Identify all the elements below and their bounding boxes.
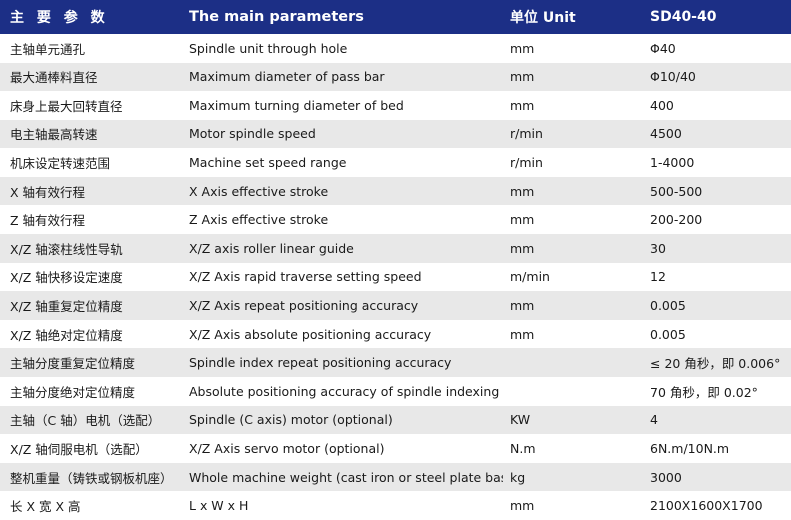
param-name-cn: X/Z 轴滚柱线性导轨 [10,241,123,257]
header-en: The main parameters [189,8,364,25]
param-value: 4 [650,412,658,428]
param-name-cn: X 轴有效行程 [10,184,86,200]
param-unit: N.m [510,441,536,457]
table-body: 主轴单元通孔 Spindle unit through hole mm Φ40 最大通棒… [0,33,791,520]
param-name-en: X/Z Axis servo motor (optional) [189,441,385,457]
table-header: 主 要 参 数 The main parameters 单位 Unit SD40… [0,0,791,34]
param-name-cn: X/Z 轴绝对定位精度 [10,327,123,343]
param-name-cn: 电主轴最高转速 [10,127,98,143]
table-row: 主轴分度重复定位精度 Spindle index repeat positioni… [0,348,791,378]
param-unit: r/min [510,155,543,171]
param-name-cn: 主轴分度重复定位精度 [10,356,136,372]
param-name-cn: Z 轴有效行程 [10,213,86,229]
table-row: 最大通棒料直径 Maximum diameter of pass bar mm Φ10… [0,62,791,92]
param-value: ≤ 20 角秒，即 0.006° [650,356,781,372]
table-row: X/Z 轴快移设定速度 X/Z Axis rapid traverse setti… [0,262,791,292]
param-unit: mm [510,97,535,113]
table-row: 床身上最大回转直径 Maximum turning diameter of bed… [0,91,791,120]
param-name-en: Spindle index repeat positioning accurac… [189,355,452,371]
param-name-en: Motor spindle speed [189,126,316,142]
param-name-en: X Axis effective stroke [189,183,329,199]
param-value: 2100X1600X1700 [650,498,763,514]
table-row: X/Z 轴滚柱线性导轨 X/Z axis roller linear guide m… [0,234,791,263]
param-unit: mm [510,326,535,342]
param-unit: mm [510,212,535,228]
param-name-cn: 主轴（C 轴）电机（选配） [10,413,161,429]
param-unit: mm [510,240,535,256]
param-unit: mm [510,498,535,514]
header-unit: 单位 Unit [510,9,576,26]
param-name-cn: 床身上最大回转直径 [10,98,123,114]
param-name-en: Maximum diameter of pass bar [189,69,385,85]
param-value: 1-4000 [650,155,695,171]
table-row: X/Z 轴伺服电机（选配） X/Z Axis servo motor (optio… [0,434,791,463]
param-name-cn: X/Z 轴重复定位精度 [10,299,123,315]
table-row: X/Z 轴绝对定位精度 X/Z Axis absolute positioning… [0,319,791,349]
param-value: 0.005 [650,298,686,314]
param-value: 0.005 [650,326,686,342]
table-row: 主轴（C 轴）电机（选配） Spindle (C axis) motor (opt… [0,405,791,435]
param-name-en: L x W x H [189,498,249,514]
param-unit: mm [510,40,535,56]
param-value: 70 角秒，即 0.02° [650,384,758,400]
param-name-cn: 主轴单元通孔 [10,41,86,57]
param-unit: m/min [510,269,550,285]
table-row: X/Z 轴重复定位精度 X/Z Axis repeat positioning a… [0,291,791,320]
param-name-cn: 机床设定转速范围 [10,156,111,172]
param-name-en: Spindle unit through hole [189,40,348,56]
param-name-en: Absolute positioning accuracy of spindle… [189,383,500,399]
table-row: 长 X 宽 X 高 L x W x H mm 2100X1600X1700 [0,491,791,520]
header-model: SD40-40 [650,8,717,25]
table-row: 电主轴最高转速 Motor spindle speed r/min 4500 [0,119,791,149]
table-row: 主轴分度绝对定位精度 Absolute positioning accuracy … [0,377,791,406]
table-row: 主轴单元通孔 Spindle unit through hole mm Φ40 [0,33,791,63]
param-unit: r/min [510,126,543,142]
param-value: 6N.m/10N.m [650,441,730,457]
param-name-en: Z Axis effective stroke [189,212,329,228]
table-row: Z 轴有效行程 Z Axis effective stroke mm 200-200 [0,205,791,235]
param-unit: KW [510,412,531,428]
param-name-en: Spindle (C axis) motor (optional) [189,412,393,428]
param-value: 500-500 [650,183,703,199]
param-value: Φ10/40 [650,69,696,85]
param-value: 12 [650,269,666,285]
param-name-en: X/Z Axis rapid traverse setting speed [189,269,422,285]
param-unit: mm [510,183,535,199]
param-value: 30 [650,240,666,256]
header-cn: 主 要 参 数 [10,9,109,26]
param-value: 400 [650,97,674,113]
param-name-en: X/Z axis roller linear guide [189,240,354,256]
param-name-en: X/Z Axis repeat positioning accuracy [189,298,419,314]
param-value: 4500 [650,126,682,142]
param-name-en: Whole machine weight (cast iron or steel… [189,469,503,485]
param-name-en: Machine set speed range [189,155,347,171]
param-value: 3000 [650,469,682,485]
param-name-cn: 最大通棒料直径 [10,70,98,86]
param-unit: mm [510,298,535,314]
param-name-en: X/Z Axis absolute positioning accuracy [189,326,432,342]
param-name-cn: X/Z 轴快移设定速度 [10,270,123,286]
param-unit: mm [510,69,535,85]
param-name-cn: 长 X 宽 X 高 [10,499,81,515]
table-row: 机床设定转速范围 Machine set speed range r/min 1-40… [0,148,791,177]
param-unit: kg [510,469,526,485]
param-name-cn: 整机重量（铸铁或钢板机座） [10,470,173,486]
param-value: 200-200 [650,212,703,228]
param-name-cn: 主轴分度绝对定位精度 [10,384,136,400]
table-row: X 轴有效行程 X Axis effective stroke mm 500-500 [0,176,791,206]
param-value: Φ40 [650,40,676,56]
param-name-cn: X/Z 轴伺服电机（选配） [10,442,148,458]
param-name-en: Maximum turning diameter of bed [189,97,404,113]
table-row: 整机重量（铸铁或钢板机座） Whole machine weight (cast … [0,462,791,492]
